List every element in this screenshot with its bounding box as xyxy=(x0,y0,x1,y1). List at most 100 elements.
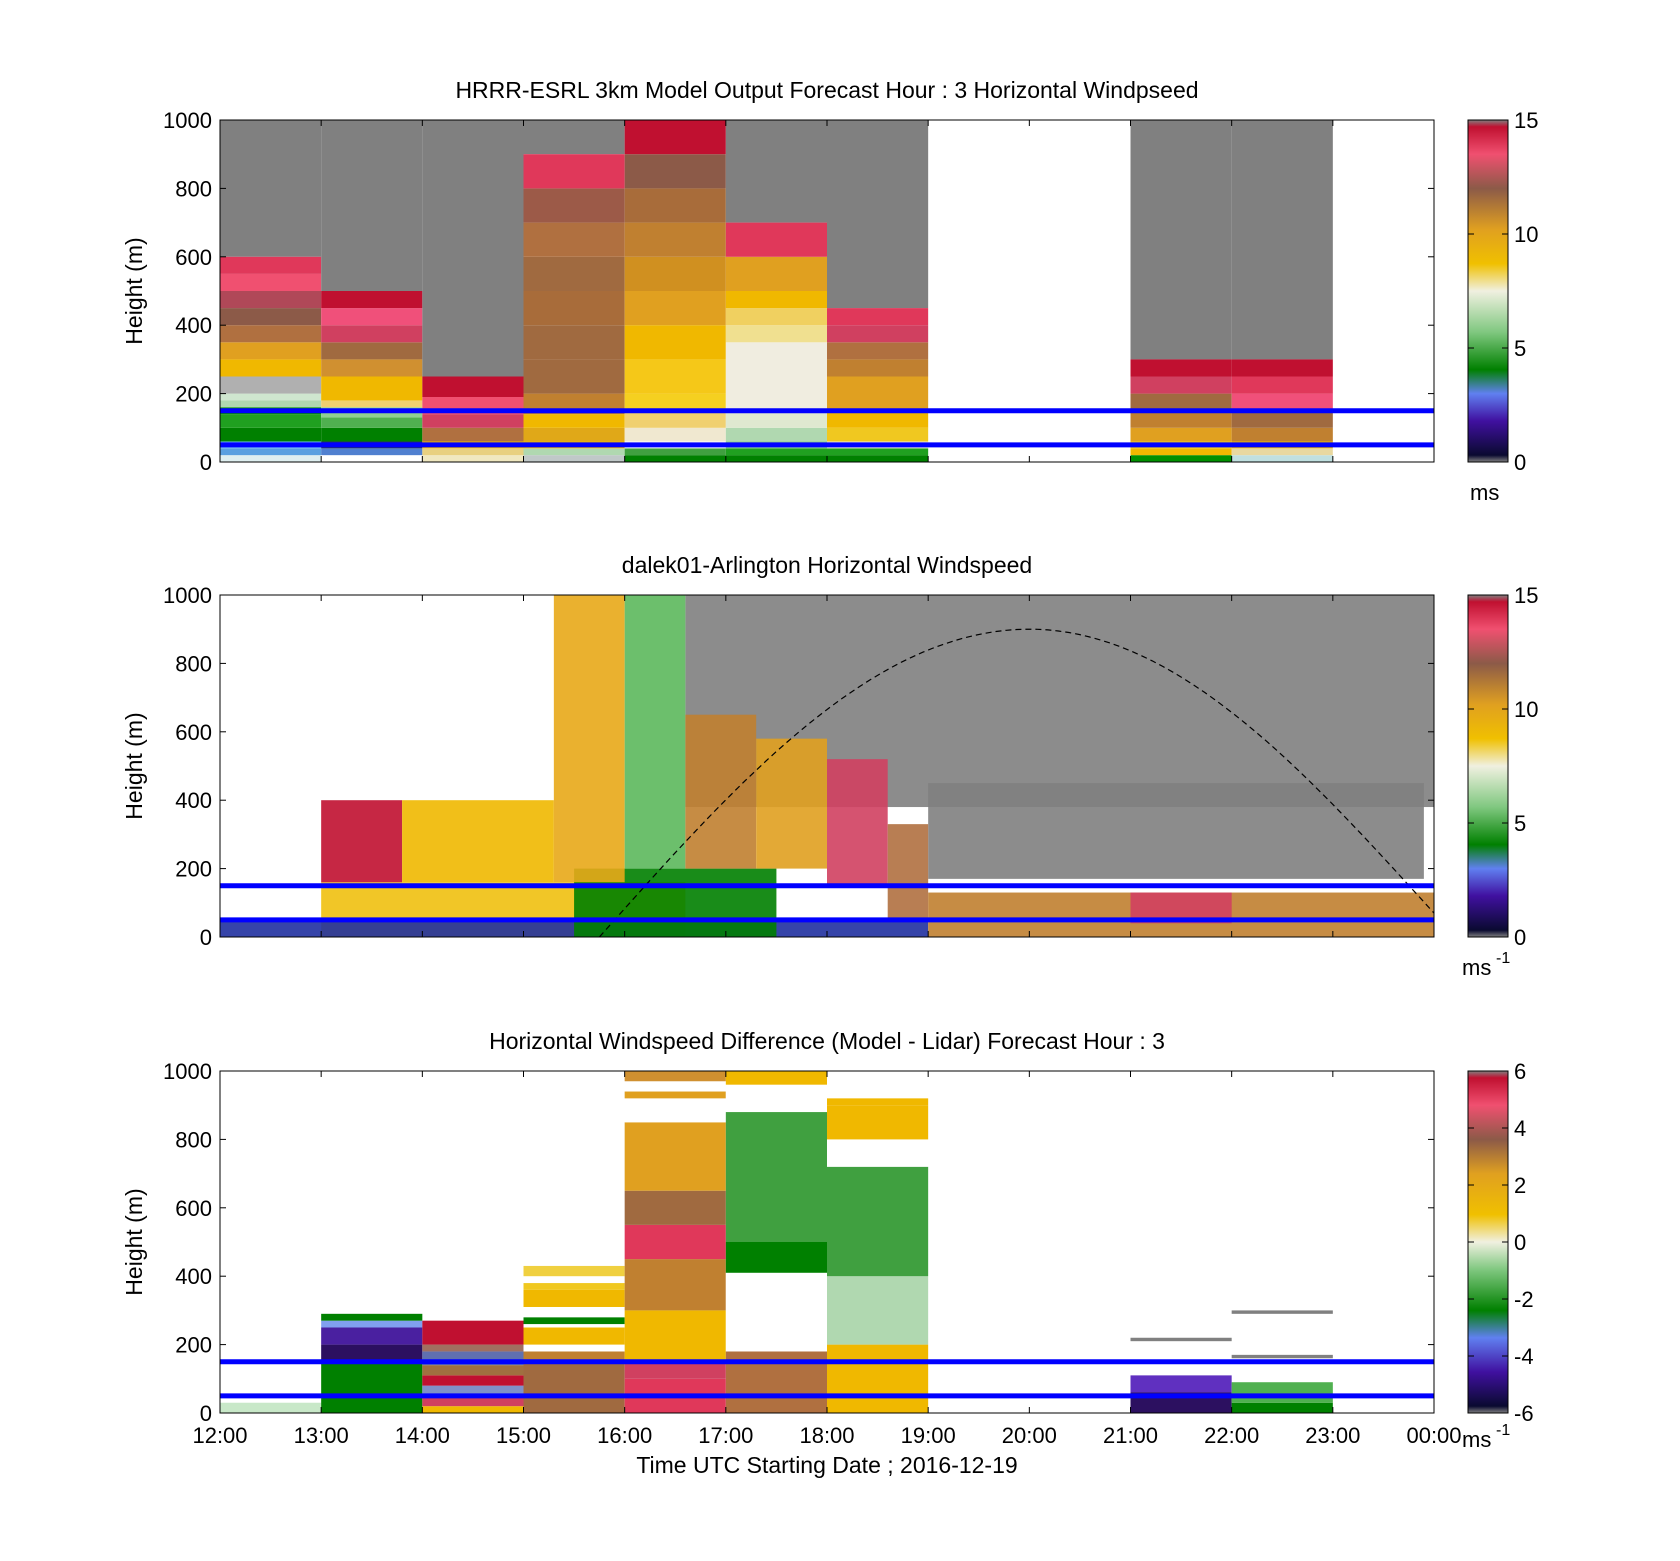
heatmap-region xyxy=(756,738,827,869)
heatmap-cell xyxy=(523,325,625,360)
heatmap-cell xyxy=(827,410,929,428)
heatmap-cell xyxy=(422,1320,524,1345)
heatmap-cell xyxy=(1130,1375,1232,1393)
y-axis-label: Height (m) xyxy=(121,237,147,344)
heatmap-region xyxy=(624,595,686,869)
heatmap-cell xyxy=(624,154,726,189)
heatmap-cell xyxy=(827,1139,929,1167)
heatmap-cell xyxy=(523,1344,625,1352)
heatmap-cell xyxy=(422,414,524,428)
colorbar-tick-label: 4 xyxy=(1514,1116,1526,1141)
y-tick-label: 800 xyxy=(175,176,212,201)
heatmap-cell xyxy=(523,448,625,456)
x-tick-label: 13:00 xyxy=(294,1423,349,1448)
colorbar-tick-label: 10 xyxy=(1514,697,1538,722)
heatmap-cell xyxy=(725,1071,827,1085)
x-tick-label: 20:00 xyxy=(1002,1423,1057,1448)
missing-data-cell xyxy=(321,120,423,291)
heatmap-cell xyxy=(220,414,322,428)
heatmap-cell xyxy=(624,1091,726,1099)
x-tick-label: 17:00 xyxy=(698,1423,753,1448)
colorbar xyxy=(1467,119,1509,463)
missing-data-cell xyxy=(725,120,827,223)
heatmap-cell xyxy=(827,342,929,360)
colorbar-tick-label: 0 xyxy=(1514,450,1526,475)
x-tick-label: 16:00 xyxy=(597,1423,652,1448)
heatmap-cell xyxy=(725,325,827,343)
heatmap-cell xyxy=(1130,376,1232,394)
heatmap-cell xyxy=(1231,427,1333,442)
heatmap-cell xyxy=(422,1385,524,1396)
heatmap-cell xyxy=(321,1361,423,1413)
panel-2: 0 200 400 600 800 1000 dalek01-Arlington Horiz… xyxy=(121,552,1538,980)
heatmap-cell xyxy=(220,376,322,394)
colorbar xyxy=(1467,1070,1509,1414)
panel-title: dalek01-Arlington Horizontal Windspeed xyxy=(622,552,1032,578)
heatmap-cell xyxy=(321,1320,423,1328)
heatmap-cell xyxy=(725,410,827,428)
heatmap-cell xyxy=(624,1224,726,1260)
heatmap-cell xyxy=(1231,1402,1333,1413)
heatmap-cell xyxy=(220,342,322,360)
heatmap-cell xyxy=(1231,1354,1333,1359)
x-tick-label: 22:00 xyxy=(1204,1423,1259,1448)
heatmap-cell xyxy=(523,1361,625,1413)
colorbar-tick-label: 0 xyxy=(1514,925,1526,950)
colorbar-tick-label: 2 xyxy=(1514,1173,1526,1198)
colorbar-tick-label: 15 xyxy=(1514,583,1538,608)
missing-data-cell xyxy=(220,120,322,257)
y-tick-label: 400 xyxy=(175,788,212,813)
heatmap-cell xyxy=(523,1327,625,1345)
heatmap-cell xyxy=(422,455,524,462)
heatmap-cell xyxy=(624,1098,726,1123)
overlay-curve xyxy=(598,628,1434,937)
heatmap-cell xyxy=(220,455,322,462)
heatmap-region xyxy=(553,595,625,883)
heatmap-cell xyxy=(827,1166,929,1277)
heatmap-cell xyxy=(725,308,827,326)
colorbar-unit: ms xyxy=(1462,1427,1491,1452)
colorbar-tick-label: -6 xyxy=(1514,1401,1534,1426)
heatmap-cell xyxy=(523,1283,625,1290)
heatmap-cell xyxy=(624,1259,726,1311)
colorbar-unit-exponent: -1 xyxy=(1496,1422,1510,1439)
x-tick-label: 23:00 xyxy=(1305,1423,1360,1448)
heatmap-cell xyxy=(1231,1310,1333,1314)
panel-1: 0 200 400 600 800 1000 HRRR-ESRL 3km Model Out… xyxy=(121,77,1538,505)
heatmap-cell xyxy=(725,1084,827,1113)
missing-data-cell xyxy=(422,120,524,377)
heatmap-cell xyxy=(523,222,625,257)
colorbar-tick-label: -4 xyxy=(1514,1344,1534,1369)
heatmap-cell xyxy=(321,376,423,401)
colorbar-tick-label: 5 xyxy=(1514,811,1526,836)
heatmap-cell xyxy=(725,427,827,442)
heatmap-region xyxy=(827,759,888,886)
heatmap-cell xyxy=(321,455,423,462)
heatmap-cell xyxy=(624,1122,726,1191)
heatmap-cell xyxy=(624,455,726,462)
heatmap-cell xyxy=(523,1276,625,1284)
heatmap-cell xyxy=(422,1365,524,1376)
heatmap-cell xyxy=(1130,359,1232,377)
plot-area xyxy=(220,120,1434,462)
heatmap-cell xyxy=(725,222,827,257)
heatmap-cell xyxy=(523,1306,625,1318)
colorbar-unit: ms xyxy=(1462,955,1491,980)
heatmap-cell xyxy=(827,1105,929,1140)
heatmap-cell xyxy=(523,427,625,442)
y-tick-label: 0 xyxy=(200,1401,212,1426)
heatmap-cell xyxy=(624,1071,726,1082)
y-tick-label: 600 xyxy=(175,720,212,745)
x-tick-label: 00:00 xyxy=(1406,1423,1461,1448)
heatmap-cell xyxy=(827,325,929,343)
heatmap-cell xyxy=(827,448,929,456)
colorbar-tick-label: 6 xyxy=(1514,1059,1526,1084)
heatmap-cell xyxy=(523,291,625,326)
heatmap-cell xyxy=(422,1406,524,1413)
heatmap-cell xyxy=(624,393,726,411)
heatmap-cell xyxy=(624,325,726,360)
heatmap-cell xyxy=(422,376,524,398)
colorbar xyxy=(1467,594,1509,938)
